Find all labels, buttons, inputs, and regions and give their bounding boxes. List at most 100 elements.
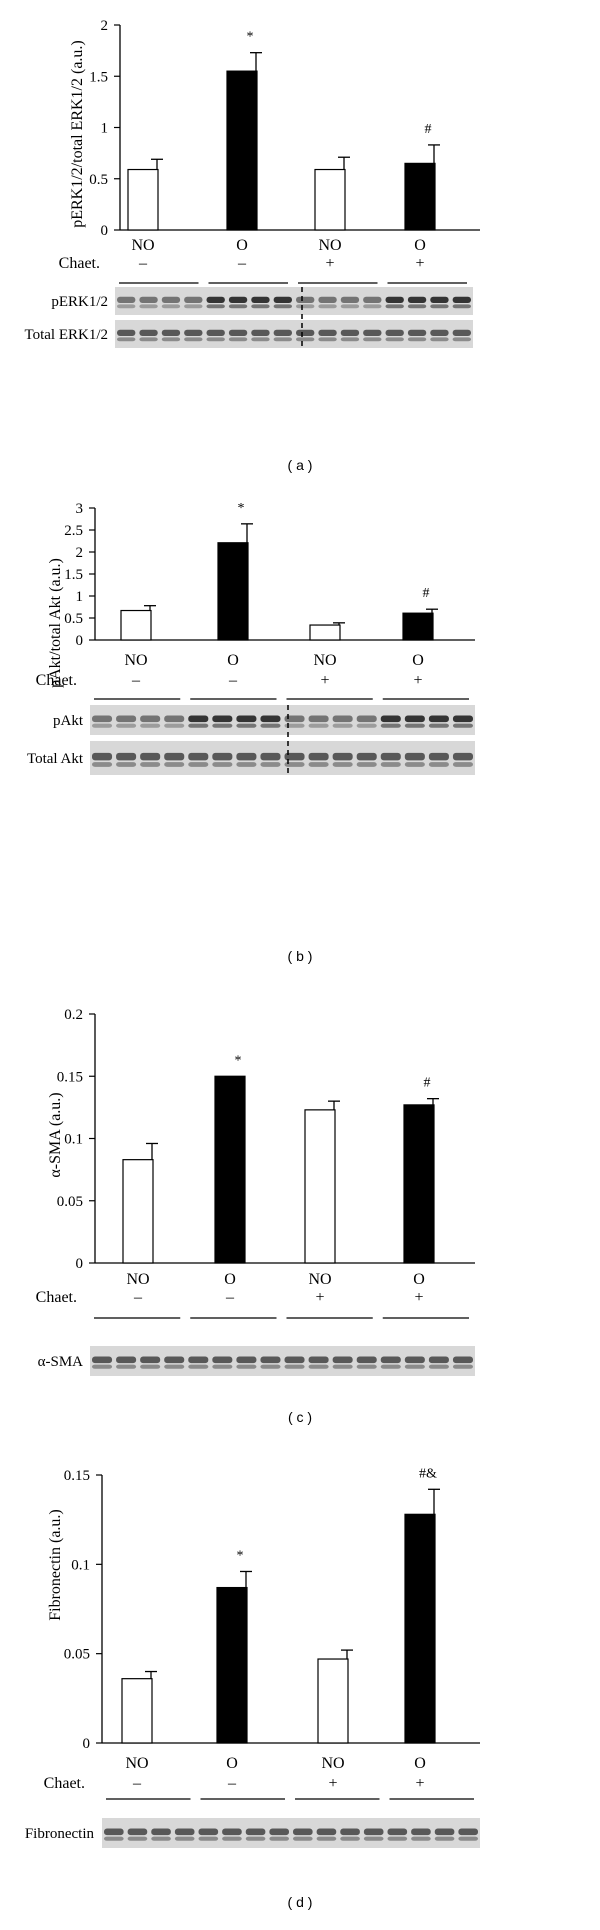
chart-d-blot-band — [340, 1836, 360, 1841]
chart-a-blot-band — [430, 304, 449, 309]
chart-a-blot-band — [318, 329, 337, 336]
chart-b-blot-band — [356, 762, 377, 767]
chart-a-group-label: O — [236, 237, 248, 254]
chart-d-blot-band — [387, 1836, 408, 1841]
chart-c-blot-band — [308, 1364, 329, 1369]
chart-d-blot-label: Fibronectin — [25, 1826, 95, 1842]
chart-a-blot-band — [273, 296, 292, 303]
chart-a-ytick-label: 1 — [101, 121, 109, 137]
chart-a-blot-band — [430, 296, 449, 303]
chart-d-bar — [317, 1658, 349, 1744]
chart-b-blot-band — [404, 762, 425, 767]
chart-b-blot-band — [404, 715, 425, 723]
chart-a-bar — [226, 70, 258, 231]
chart-a-blot-band — [452, 337, 471, 342]
chart-a-blot-band — [363, 329, 382, 336]
chart-a-blot-band — [273, 329, 292, 336]
chart-a-treatment-label: – — [138, 255, 148, 272]
chart-c-bar — [403, 1104, 435, 1264]
chart-c-blot-band — [188, 1356, 209, 1364]
chart-d-blot-band — [245, 1828, 266, 1836]
chart-a-blot-band — [363, 296, 382, 303]
chart-c-group-label: NO — [126, 1271, 149, 1288]
panel-a: 0 0.5 1 1.5 2 * # NO O NO O Chaet. – – + + pERK1/2 Total … — [0, 0, 600, 485]
chart-c-ylabel: α-SMA (a.u.) — [47, 1092, 64, 1177]
chart-b-ytick-label: 0.5 — [64, 611, 83, 627]
chart-d-blot-band — [434, 1836, 455, 1841]
chart-b-blot-band — [428, 762, 449, 767]
chart-b-blot-band — [164, 752, 185, 761]
chart-c-group-label: O — [413, 1271, 425, 1288]
panel-d: 0 0.05 0.1 0.15 * #& NO O NO O Chaet. – – + + Fibronect… — [0, 1440, 600, 1925]
chart-b-annotation: # — [423, 586, 430, 601]
chart-c-treatment-label: + — [315, 1289, 324, 1306]
chart-c-blot-band — [260, 1364, 281, 1369]
chart-b-blot-band — [236, 752, 257, 761]
chart-c-blot-band — [236, 1364, 257, 1369]
chart-a-blot-band — [251, 296, 270, 303]
chart-c-ytick-label: 0.05 — [57, 1194, 83, 1210]
chart-b-blot-band — [356, 752, 377, 761]
chart-c-blot-band — [188, 1364, 209, 1369]
chart-c-blot-band — [92, 1356, 113, 1364]
chart-a-ytick-label: 1.5 — [89, 69, 108, 85]
chart-c-blot-band — [380, 1356, 401, 1364]
chart-d-blot-band — [198, 1828, 219, 1836]
chart-d-blot-band — [104, 1828, 124, 1836]
chart-d-treatment-label: + — [415, 1775, 424, 1792]
chart-d-group-label: O — [414, 1755, 426, 1772]
chart-a-blot-band — [161, 304, 181, 309]
chart-d-blot-band — [458, 1836, 478, 1841]
chart-c: 0 0.05 0.1 0.15 0.2 * # NO O NO O Chaet. – – + + α-SMA α… — [36, 1007, 475, 1425]
chart-b-blot-label: Total Akt — [27, 751, 84, 767]
chart-b-blot-band — [212, 723, 233, 728]
chart-b-blot-band — [140, 762, 161, 767]
chart-c-blot-band — [428, 1356, 449, 1364]
chart-b-ytick-label: 1 — [76, 589, 84, 605]
chart-c-blot-band — [404, 1356, 425, 1364]
chart-c-blot-band — [356, 1356, 377, 1364]
chart-d-blot-band — [151, 1828, 171, 1836]
chart-d-treatment-label: + — [328, 1775, 337, 1792]
chart-a-blot-band — [385, 304, 404, 309]
chart-b-blot-band — [236, 723, 257, 728]
chart-d-blot-band — [127, 1828, 148, 1836]
chart-b-group-label: NO — [124, 652, 147, 669]
chart-d-ytick-label: 0.1 — [71, 1557, 90, 1573]
chart-a-blot-band — [139, 329, 158, 336]
chart-c-ytick-label: 0.2 — [64, 1007, 83, 1023]
chart-c-blot-band — [284, 1356, 305, 1364]
chart-a-blot-band — [117, 329, 136, 336]
chart-b-blot-band — [212, 752, 233, 761]
chart-c-annotation: * — [235, 1053, 242, 1068]
chart-b-ytick-label: 2.5 — [64, 523, 83, 539]
chart-a-blot-band — [184, 296, 203, 303]
chart-c-group-label: NO — [308, 1271, 331, 1288]
chart-a-blot-band — [161, 329, 181, 336]
chart-b-blot-band — [164, 762, 185, 767]
chart-d-treatment-label: – — [132, 1775, 142, 1792]
chart-a-blot-band — [318, 296, 337, 303]
chart-d-ytick-label: 0.15 — [64, 1468, 90, 1484]
chart-c-blot-band — [92, 1364, 113, 1369]
chart-c-blot-band — [380, 1364, 401, 1369]
chart-a-annotation: # — [425, 122, 432, 137]
chart-d-blot-band — [363, 1836, 384, 1841]
chart-c-blot-band — [308, 1356, 329, 1364]
chart-a-blot-band — [296, 304, 315, 309]
chart-c-blot-band — [452, 1356, 473, 1364]
chart-b-blot-band — [188, 715, 209, 723]
chart-a-blot-band — [139, 337, 158, 342]
chart-b-group-label: O — [412, 652, 424, 669]
chart-b-blot-band — [140, 752, 161, 761]
chart-a-treatment-label: + — [325, 255, 334, 272]
chart-c-blot-band — [404, 1364, 425, 1369]
chart-d-blot-band — [411, 1828, 431, 1836]
chart-b-blot-band — [284, 723, 305, 728]
chart-b-ytick-label: 2 — [76, 545, 84, 561]
chart-a-blot-band — [318, 337, 337, 342]
chart-d-blot-band — [127, 1836, 148, 1841]
chart-b-blot-band — [164, 723, 185, 728]
chart-d-group-label: O — [226, 1755, 238, 1772]
chart-a-blot-band — [385, 337, 404, 342]
